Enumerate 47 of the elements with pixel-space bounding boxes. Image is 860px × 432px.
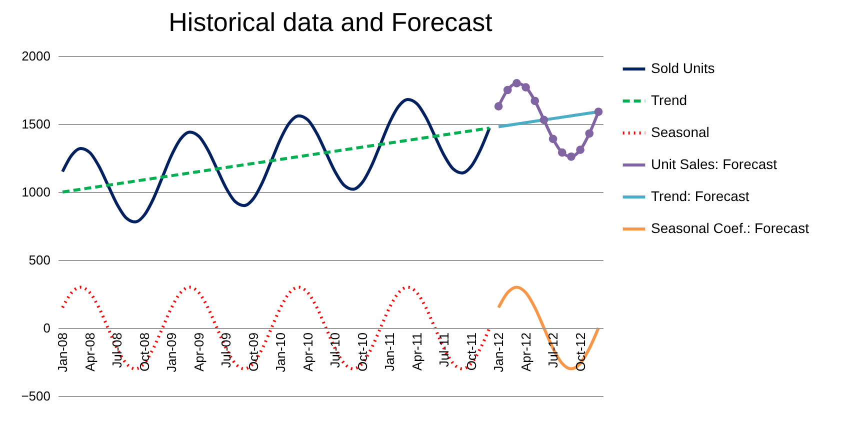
x-tick-label: Jan-12 (491, 332, 506, 372)
x-tick-label: Oct-11 (464, 332, 479, 371)
point (512, 79, 521, 88)
point (558, 148, 566, 157)
point (585, 129, 594, 138)
line-series (61, 98, 491, 224)
point (567, 152, 576, 161)
legend-label: Unit Sales: Forecast (651, 156, 778, 172)
y-tick-label: 2000 (22, 48, 50, 64)
chart-title: Historical data and Forecast (168, 7, 494, 37)
x-tick-label: Jan-08 (55, 332, 70, 372)
legend-label: Seasonal Coef.: Forecast (651, 220, 810, 236)
x-tick-label: Jul-09 (218, 332, 234, 368)
point (530, 96, 540, 106)
legend-label: Trend: Forecast (651, 188, 750, 204)
point (522, 83, 530, 92)
point (503, 86, 512, 94)
x-tick-label: Apr-12 (518, 332, 534, 372)
point (540, 116, 548, 124)
x-tick-label: Apr-10 (300, 332, 316, 372)
x-tick-label: Apr-09 (191, 332, 206, 372)
x-tick-label: Jul-10 (328, 332, 343, 368)
x-tick-label: Jul-08 (110, 332, 125, 368)
y-tick-label: −500 (21, 388, 50, 404)
line-series (61, 126, 491, 194)
y-tick-label: 500 (28, 252, 50, 268)
y-tick-label: 1500 (22, 116, 50, 132)
x-tick-label: Apr-11 (409, 332, 424, 371)
x-tick-label: Apr-08 (82, 332, 98, 372)
x-tick-label: Oct-12 (572, 332, 588, 372)
legend-label: Sold Units (651, 60, 715, 76)
legend-label: Seasonal (651, 124, 710, 140)
x-tick-label: Oct-08 (136, 332, 152, 372)
x-tick-label: Jan-11 (382, 332, 398, 372)
x-tick-label: Jul-11 (436, 332, 452, 367)
x-tick-label: Jan-09 (164, 332, 180, 372)
x-tick-label: Oct-10 (354, 332, 370, 372)
point (548, 134, 558, 144)
x-tick-label: Jan-10 (273, 332, 288, 372)
x-tick-label: Jul-12 (546, 332, 561, 368)
point (494, 102, 503, 110)
legend-label: Trend (651, 92, 688, 108)
y-tick-label: 0 (43, 320, 50, 336)
x-tick-label: Oct-09 (246, 332, 261, 372)
point (576, 146, 584, 154)
y-tick-label: 1000 (22, 184, 50, 200)
point (594, 108, 603, 116)
